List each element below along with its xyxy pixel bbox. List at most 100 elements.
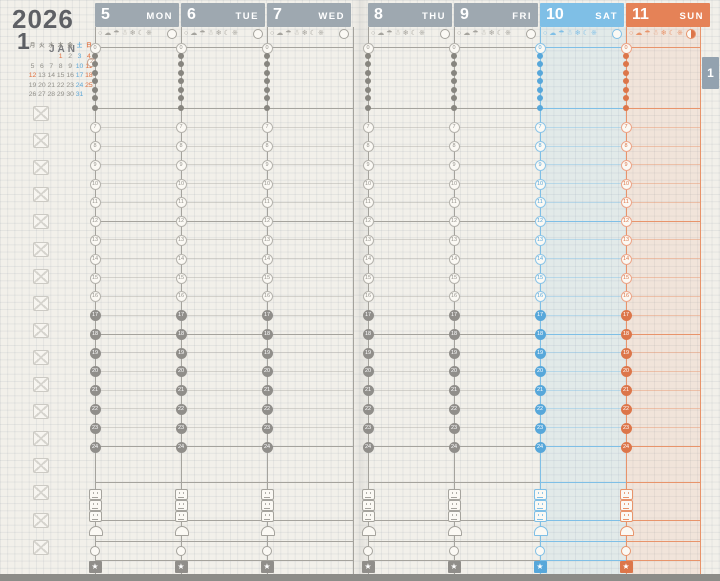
todo-checkbox[interactable] xyxy=(33,187,49,203)
snowflake-icon: ❄ xyxy=(215,30,222,37)
day-rating-star-icon: ★ xyxy=(174,561,188,573)
todo-checkbox[interactable] xyxy=(33,241,49,257)
night-hour-dot xyxy=(264,78,270,85)
weather-icon-row: ○ ☁ ☂ ☃ ❄ ☾ ※ xyxy=(543,28,597,40)
night-hour-dot xyxy=(178,53,184,59)
hour-guide-line xyxy=(368,239,454,241)
hour-marker-9: 9 xyxy=(620,159,632,171)
meal-icon xyxy=(261,511,274,522)
hour-guide-line xyxy=(454,164,540,166)
hour-divider-line xyxy=(95,520,181,521)
todo-checkbox[interactable] xyxy=(33,268,49,284)
night-hour-dot xyxy=(365,53,371,59)
todo-checkbox[interactable] xyxy=(33,539,49,555)
hour-guide-line xyxy=(368,408,454,410)
todo-checkbox[interactable] xyxy=(33,512,49,528)
hour-marker-0: 0 xyxy=(89,42,101,54)
hour-guide-line xyxy=(540,145,626,147)
hour-divider-line xyxy=(368,541,454,542)
hour-divider-line xyxy=(540,446,626,447)
todo-checkbox[interactable] xyxy=(33,349,49,365)
hour-divider-line xyxy=(181,560,267,561)
hour-marker-13: 13 xyxy=(534,234,546,246)
hour-divider-line xyxy=(181,334,267,335)
pill-icon xyxy=(176,546,186,556)
pill-icon xyxy=(363,546,373,556)
day-rating-star-icon: ★ xyxy=(447,561,461,573)
calendar-weekday-header: 水 xyxy=(48,43,55,49)
todo-checkbox[interactable] xyxy=(33,160,49,176)
todo-checkbox[interactable] xyxy=(33,485,49,501)
calendar-date: 29 xyxy=(56,91,65,98)
hour-marker-10: 10 xyxy=(362,178,374,190)
hour-guide-line xyxy=(95,164,181,166)
meal-icon xyxy=(362,489,375,500)
hour-guide-line xyxy=(181,389,267,391)
todo-checkbox[interactable] xyxy=(33,377,49,392)
cloud-icon: ☁ xyxy=(190,30,198,37)
hour-guide-line xyxy=(267,126,353,128)
todo-checkbox[interactable] xyxy=(33,295,49,311)
todo-checkbox[interactable] xyxy=(33,106,49,121)
hour-guide-line xyxy=(95,295,181,297)
hour-divider-line xyxy=(626,560,700,561)
hour-divider-line xyxy=(454,541,540,542)
todo-checkbox[interactable] xyxy=(33,133,49,149)
hour-marker-7: 7 xyxy=(534,122,546,134)
hour-marker-8: 8 xyxy=(620,141,632,153)
hour-guide-line xyxy=(267,352,353,354)
hour-guide-line xyxy=(540,352,626,354)
hour-guide-line xyxy=(95,126,181,128)
calendar-date: 9 xyxy=(68,62,72,70)
hour-marker-24: 24 xyxy=(362,441,374,453)
hour-guide-line xyxy=(454,126,540,128)
month-tab[interactable]: 1 xyxy=(702,57,719,89)
umbrella-icon: ☂ xyxy=(199,30,206,37)
todo-checkbox[interactable] xyxy=(33,322,49,338)
hour-divider-line xyxy=(95,334,181,335)
calendar-date: 30 xyxy=(66,91,74,98)
snowflake-icon: ❄ xyxy=(129,30,136,37)
todo-checkbox[interactable] xyxy=(33,431,49,447)
day-weekday-label: SAT xyxy=(595,11,618,22)
day-column-sat: 10 SAT ○ ☁ ☂ ☃ ❄ ☾ ※ 0 7 8 9 10 11 12 13 14 15 16 17 18 19 20 21… xyxy=(533,0,626,581)
hour-guide-line xyxy=(626,258,700,260)
day-header: 9 FRI xyxy=(454,3,538,27)
todo-checkbox[interactable] xyxy=(33,458,49,474)
bath-icon xyxy=(175,526,189,536)
hour-guide-line xyxy=(368,389,454,391)
meal-icon xyxy=(362,500,375,511)
calendar-date: 4 xyxy=(87,53,91,60)
day-weekday-label: SUN xyxy=(679,11,704,22)
todo-checkbox[interactable] xyxy=(33,214,49,230)
todo-checkbox[interactable] xyxy=(33,404,49,420)
night-hour-dot xyxy=(623,61,629,68)
calendar-date: 2 xyxy=(68,53,72,60)
day-header: 7 WED xyxy=(267,3,351,27)
snowflake-icon: ❄ xyxy=(402,30,409,37)
hour-guide-line xyxy=(626,164,700,166)
hour-guide-line xyxy=(626,408,700,410)
umbrella-icon: ☂ xyxy=(644,30,651,37)
hour-guide-line xyxy=(626,145,700,147)
hour-guide-line xyxy=(540,258,626,260)
reference-mark-icon: ※ xyxy=(145,30,152,37)
hour-marker-21: 21 xyxy=(448,385,460,397)
hour-divider-line xyxy=(368,47,454,48)
hour-marker-24: 24 xyxy=(89,441,101,453)
hour-marker-11: 11 xyxy=(362,197,374,209)
hour-marker-21: 21 xyxy=(620,385,632,397)
hour-guide-line xyxy=(267,164,353,166)
hour-divider-line xyxy=(626,482,700,483)
hour-marker-0: 0 xyxy=(534,42,546,54)
hour-divider-line xyxy=(181,47,267,48)
calendar-date: 20 xyxy=(38,81,46,89)
hour-marker-11: 11 xyxy=(620,197,632,209)
hour-guide-line xyxy=(454,277,540,279)
day-number: 11 xyxy=(632,6,649,23)
meal-icon xyxy=(89,489,102,500)
hour-guide-line xyxy=(368,201,454,203)
hour-guide-line xyxy=(368,295,454,297)
hour-marker-7: 7 xyxy=(620,122,632,134)
